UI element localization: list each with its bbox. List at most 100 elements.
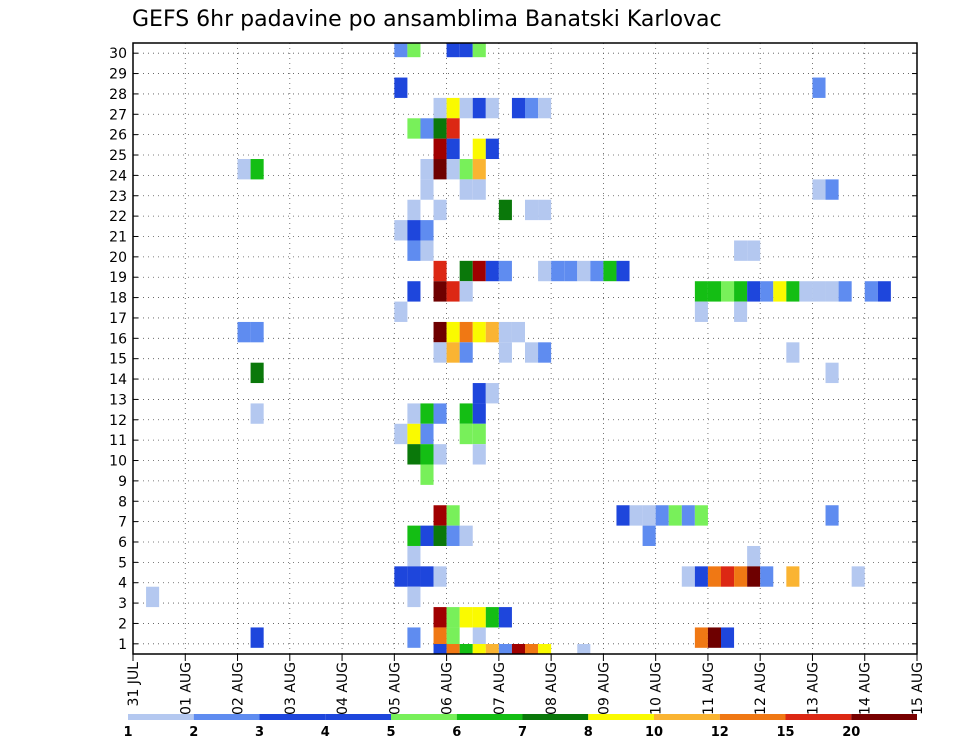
heatmap-cell (433, 525, 447, 546)
heatmap-cell (394, 220, 408, 241)
heatmap-cell (498, 260, 512, 282)
heatmap-cell (825, 281, 839, 302)
y-tick-label: 20 (109, 250, 127, 266)
heatmap-cell (459, 97, 473, 119)
heatmap-cell (498, 644, 512, 654)
x-tick-label: 01 AUG (178, 662, 194, 715)
legend-color-swatch (785, 714, 852, 720)
heatmap-cell (433, 403, 447, 424)
heatmap-cell (577, 644, 591, 654)
heatmap-cell (485, 321, 499, 343)
heatmap-cell (459, 644, 473, 654)
heatmap-cell (498, 607, 512, 628)
heatmap-cell (485, 607, 499, 628)
chart-title: GEFS 6hr padavine po ansamblima Banatski… (132, 7, 722, 32)
legend-label: 2 (189, 725, 198, 740)
heatmap-cell (538, 260, 552, 282)
heatmap-cell (433, 607, 447, 628)
heatmap-cell (668, 505, 682, 526)
x-tick-label: 10 AUG (649, 662, 665, 715)
legend-label: 10 (645, 725, 663, 740)
y-tick-label: 23 (109, 189, 127, 205)
y-tick-label: 21 (109, 229, 127, 245)
heatmap-cell (446, 627, 460, 648)
heatmap-cell (485, 644, 499, 654)
y-tick-label: 17 (109, 311, 127, 327)
x-tick-label: 31 JUL (126, 662, 142, 707)
heatmap-cell (694, 281, 708, 302)
heatmap-cell (250, 627, 264, 648)
y-tick-label: 26 (109, 128, 127, 144)
heatmap-cell (642, 505, 656, 526)
heatmap-cell (877, 281, 891, 302)
heatmap-cell (472, 43, 486, 58)
heatmap-cell (407, 43, 421, 58)
heatmap-cell (629, 505, 643, 526)
legend-color-swatch (719, 714, 786, 720)
heatmap-cell (825, 179, 839, 200)
heatmap-cell (825, 362, 839, 384)
x-tick-label: 02 AUG (231, 662, 247, 715)
heatmap-cell (446, 607, 460, 628)
heatmap-cell (394, 43, 408, 58)
heatmap-cell (433, 260, 447, 282)
heatmap-cell (446, 159, 460, 180)
heatmap-cell (472, 138, 486, 160)
heatmap-cell (407, 525, 421, 546)
heatmap-cell (407, 199, 421, 221)
heatmap-cell (773, 281, 787, 302)
heatmap-cell (590, 260, 604, 282)
heatmap-cell (394, 77, 408, 98)
heatmap-cell (498, 199, 512, 221)
heatmap-cell (825, 505, 839, 526)
heatmap-cell (394, 566, 408, 587)
heatmap-cell (707, 627, 721, 648)
heatmap-cell (538, 644, 552, 654)
x-tick-label: 04 AUG (335, 662, 351, 715)
heatmap-cell (446, 281, 460, 302)
y-tick-label: 16 (109, 331, 127, 347)
heatmap-cell (433, 644, 447, 654)
legend-label: 7 (518, 725, 527, 740)
heatmap-cell (407, 627, 421, 648)
legend-label: 6 (452, 725, 461, 740)
heatmap-cell (799, 281, 813, 302)
x-tick-label: 12 AUG (753, 662, 769, 715)
heatmap-cell (511, 644, 525, 654)
y-tick-label: 19 (109, 270, 127, 286)
heatmap-cell (734, 281, 748, 302)
legend-label: 5 (386, 725, 395, 740)
y-tick-label: 10 (109, 454, 127, 470)
heatmap-cell (420, 423, 434, 445)
heatmap-cell (420, 159, 434, 180)
heatmap-cell (681, 505, 695, 526)
y-tick-label: 24 (109, 168, 127, 184)
heatmap-cell (851, 566, 865, 587)
heatmap-cell (433, 444, 447, 465)
heatmap-cell (420, 525, 434, 546)
heatmap-cell (485, 260, 499, 282)
heatmap-cell (446, 321, 460, 343)
heatmap-cell (760, 566, 774, 587)
heatmap-cell (472, 159, 486, 180)
y-tick-label: 4 (118, 576, 127, 592)
y-tick-label: 11 (109, 433, 127, 449)
heatmap-cell (694, 505, 708, 526)
heatmap-cell (407, 220, 421, 241)
heatmap-cell (472, 607, 486, 628)
heatmap-cell (747, 566, 761, 587)
x-tick-label: 15 AUG (910, 662, 926, 715)
y-tick-label: 3 (118, 596, 127, 612)
heatmap-cell (407, 423, 421, 445)
heatmap-cell (472, 627, 486, 648)
heatmap-cell (459, 607, 473, 628)
y-tick-label: 13 (109, 392, 127, 408)
heatmap-cell (538, 342, 552, 363)
heatmap-cell (472, 403, 486, 424)
heatmap-cell (237, 321, 251, 343)
heatmap-cell (250, 159, 264, 180)
heatmap-cell (642, 525, 656, 546)
legend-label: 1 (123, 725, 132, 740)
legend-label: 12 (711, 725, 729, 740)
